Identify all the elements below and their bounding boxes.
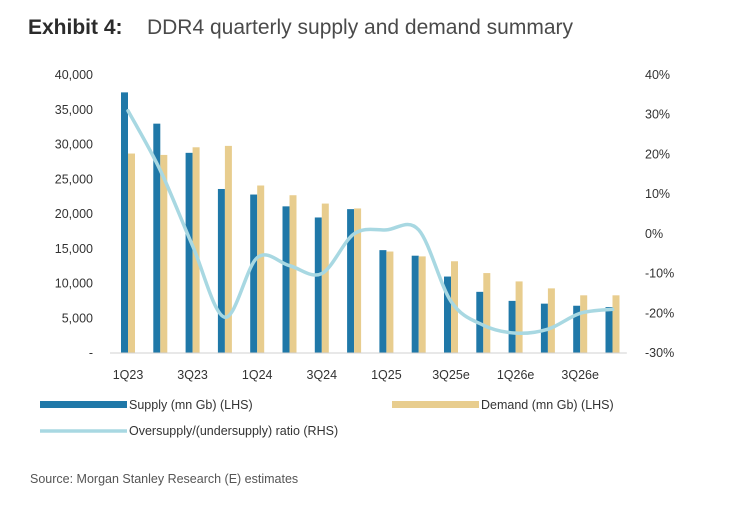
supply-bar-2Q26e — [540, 303, 548, 353]
right-tick-label: 20% — [645, 147, 670, 161]
demand-bar-2Q23 — [160, 154, 168, 353]
x-tick-label: 3Q24 — [307, 368, 338, 382]
chart-area: - 5,000 10,000 15,000 20,000 25,000 30,000 35,0… — [40, 68, 674, 438]
right-tick-label: 30% — [645, 108, 670, 122]
demand-bar-2Q24 — [289, 195, 297, 353]
demand-bar-4Q25e — [483, 273, 491, 353]
demand-bar-1Q26e — [515, 281, 523, 353]
supply-bar-4Q24 — [347, 209, 355, 353]
right-tick-label: -10% — [645, 267, 674, 281]
x-tick-label: 1Q23 — [113, 368, 144, 382]
right-tick-label: -30% — [645, 346, 674, 360]
supply-bar-2Q25 — [411, 255, 419, 353]
left-tick-label: 20,000 — [55, 207, 93, 221]
legend-label-ratio: Oversupply/(undersupply) ratio (RHS) — [129, 424, 338, 438]
legend-swatch-supply — [40, 401, 127, 408]
chart-title: DDR4 quarterly supply and demand summary — [146, 16, 573, 39]
demand-bar-4Q23 — [224, 145, 232, 353]
right-tick-label: 10% — [645, 187, 670, 201]
right-tick-label: 40% — [645, 68, 670, 82]
x-tick-label: 3Q23 — [177, 368, 208, 382]
supply-bar-1Q23 — [121, 92, 128, 353]
ratio-line-group — [126, 108, 615, 336]
left-tick-label: 10,000 — [55, 277, 93, 291]
demand-bar-1Q24 — [257, 185, 265, 353]
x-tick-label: 1Q25 — [371, 368, 402, 382]
legend-swatch-demand — [392, 401, 479, 408]
bars-group — [121, 92, 620, 354]
supply-bar-1Q26e — [508, 300, 516, 353]
demand-bar-4Q26e — [612, 295, 620, 353]
legend-label-supply: Supply (mn Gb) (LHS) — [129, 398, 253, 412]
demand-bar-3Q24 — [321, 203, 329, 353]
left-axis-ticks: - 5,000 10,000 15,000 20,000 25,000 30,000 35,0… — [55, 68, 93, 360]
demand-bar-2Q26e — [547, 288, 555, 353]
x-tick-label: 3Q25e — [432, 368, 470, 382]
x-tick-label: 1Q26e — [497, 368, 535, 382]
supply-bar-2Q23 — [153, 123, 161, 354]
right-axis-ticks: -30% -20% -10% 0% 10% 20% 30% 40% — [645, 68, 674, 360]
source-note: Source: Morgan Stanley Research (E) esti… — [30, 472, 299, 486]
left-tick-label: 35,000 — [55, 103, 93, 117]
supply-bar-1Q25 — [379, 250, 387, 353]
supply-bar-3Q23 — [185, 152, 193, 353]
chart-header: Exhibit 4: DDR4 quarterly supply and dem… — [28, 16, 573, 46]
demand-bar-3Q26e — [580, 295, 588, 353]
demand-bar-1Q25 — [386, 251, 394, 353]
left-tick-label: 15,000 — [55, 242, 93, 256]
x-axis-ticks: 1Q23 3Q23 1Q24 3Q24 1Q25 3Q25e 1Q26e 3Q26e — [113, 368, 599, 382]
right-tick-label: 0% — [645, 227, 663, 241]
demand-bar-4Q24 — [354, 208, 362, 353]
supply-bar-3Q26e — [573, 305, 581, 353]
left-tick-label: 40,000 — [55, 68, 93, 82]
supply-bar-3Q24 — [314, 217, 322, 353]
supply-bar-4Q26e — [605, 307, 613, 353]
supply-bar-2Q24 — [282, 206, 290, 353]
legend-label-demand: Demand (mn Gb) (LHS) — [481, 398, 614, 412]
right-tick-label: -20% — [645, 306, 674, 320]
legend: Supply (mn Gb) (LHS) Demand (mn Gb) (LHS)… — [40, 398, 614, 438]
supply-bar-1Q24 — [250, 194, 258, 353]
supply-bar-3Q25e — [444, 276, 451, 353]
left-tick-label: 30,000 — [55, 138, 93, 152]
exhibit-label: Exhibit 4: — [28, 16, 123, 39]
demand-bar-1Q23 — [128, 153, 135, 353]
ratio-line — [126, 108, 615, 336]
demand-bar-2Q25 — [418, 256, 426, 353]
left-tick-label: - — [89, 346, 93, 360]
supply-bar-4Q23 — [217, 188, 225, 353]
left-tick-label: 5,000 — [62, 311, 93, 325]
left-tick-label: 25,000 — [55, 172, 93, 186]
x-tick-label: 3Q26e — [561, 368, 599, 382]
x-tick-label: 1Q24 — [242, 368, 273, 382]
